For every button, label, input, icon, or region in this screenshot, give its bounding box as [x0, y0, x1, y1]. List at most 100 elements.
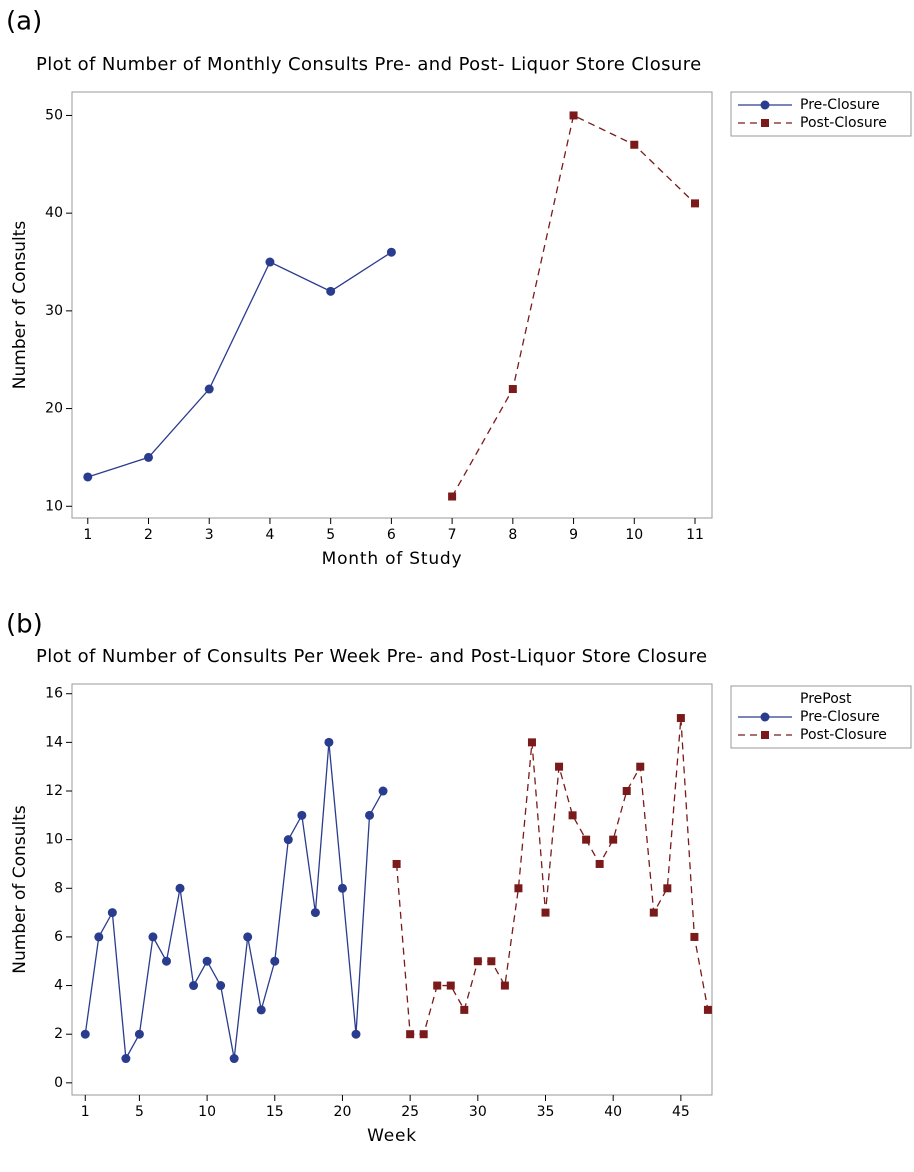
x-tick-label: 8	[508, 527, 517, 543]
x-tick-label: 5	[326, 527, 335, 543]
marker	[83, 472, 93, 482]
marker	[676, 714, 685, 723]
marker	[204, 384, 214, 394]
marker	[514, 884, 523, 893]
marker	[134, 1029, 144, 1039]
marker	[703, 1005, 712, 1014]
x-tick-label: 10	[625, 527, 643, 543]
x-tick-label: 11	[686, 527, 704, 543]
marker	[595, 859, 604, 868]
y-axis-label: Number of Consults	[10, 805, 30, 974]
plot-frame	[71, 91, 713, 519]
marker	[636, 762, 645, 771]
chart-title: Plot of Number of Monthly Consults Pre- …	[36, 54, 702, 75]
y-tick-label: 50	[45, 107, 63, 123]
y-tick-label: 8	[54, 880, 63, 896]
y-axis-label: Number of Consults	[10, 221, 30, 390]
marker	[582, 835, 591, 844]
x-tick-label: 15	[266, 1104, 284, 1120]
x-tick-label: 5	[135, 1104, 144, 1120]
marker	[148, 932, 158, 942]
marker	[256, 1005, 266, 1015]
marker	[175, 883, 185, 893]
marker	[243, 932, 253, 942]
chart-title: Plot of Number of Consults Per Week Pre-…	[36, 646, 708, 667]
marker	[310, 908, 320, 918]
x-tick-label: 3	[205, 527, 214, 543]
marker	[433, 981, 442, 990]
marker	[508, 385, 517, 394]
y-tick-label: 10	[45, 498, 63, 514]
y-tick-label: 20	[45, 401, 63, 417]
x-axis-label: Month of Study	[322, 549, 463, 569]
x-axis-label: Week	[367, 1126, 417, 1146]
x-tick-label: 35	[537, 1104, 555, 1120]
marker	[337, 883, 347, 893]
series-line	[87, 251, 392, 478]
marker	[690, 932, 699, 941]
legend-marker	[760, 100, 770, 110]
marker	[419, 1030, 428, 1039]
series-line	[451, 114, 696, 497]
marker	[460, 1005, 469, 1014]
marker	[144, 452, 154, 462]
series-line	[395, 717, 709, 1035]
marker	[283, 835, 293, 845]
x-tick-label: 7	[448, 527, 457, 543]
marker	[527, 738, 536, 747]
y-tick-label: 30	[45, 303, 63, 319]
marker	[326, 286, 336, 296]
legend-label: Pre-Closure	[800, 97, 880, 113]
x-tick-label: 4	[265, 527, 274, 543]
marker	[649, 908, 658, 917]
marker	[94, 932, 104, 942]
marker	[202, 956, 212, 966]
marker	[446, 981, 455, 990]
marker	[392, 859, 401, 868]
legend-marker	[761, 731, 769, 739]
x-tick-label: 1	[81, 1104, 90, 1120]
marker	[216, 981, 226, 991]
y-tick-label: 12	[45, 783, 63, 799]
y-tick-label: 40	[45, 205, 63, 221]
marker	[386, 247, 396, 257]
series-line	[84, 742, 384, 1061]
x-tick-label: 2	[144, 527, 153, 543]
marker	[555, 762, 564, 771]
x-tick-label: 45	[672, 1104, 690, 1120]
x-tick-label: 6	[387, 527, 396, 543]
marker	[487, 957, 496, 966]
marker	[406, 1030, 415, 1039]
legend-marker	[760, 712, 770, 722]
marker	[229, 1054, 239, 1064]
y-tick-label: 2	[54, 1026, 63, 1042]
legend-title: PrePost	[800, 691, 852, 707]
marker	[80, 1029, 90, 1039]
marker	[690, 199, 699, 208]
marker	[622, 787, 631, 796]
x-tick-label: 20	[334, 1104, 352, 1120]
marker	[107, 908, 117, 918]
x-tick-label: 10	[198, 1104, 216, 1120]
x-tick-label: 40	[604, 1104, 622, 1120]
marker	[378, 786, 388, 796]
marker	[161, 956, 171, 966]
legend-label: Post-Closure	[800, 115, 887, 131]
marker	[609, 835, 618, 844]
marker	[121, 1054, 131, 1064]
y-tick-label: 10	[45, 832, 63, 848]
y-tick-label: 14	[45, 734, 63, 750]
marker	[270, 956, 280, 966]
marker	[500, 981, 509, 990]
y-tick-label: 4	[54, 978, 63, 994]
marker	[265, 257, 275, 267]
marker	[473, 957, 482, 966]
marker	[365, 810, 375, 820]
x-tick-label: 9	[569, 527, 578, 543]
legend-label: Pre-Closure	[800, 709, 880, 725]
y-tick-label: 16	[45, 686, 63, 702]
x-tick-label: 30	[469, 1104, 487, 1120]
marker	[630, 140, 639, 149]
